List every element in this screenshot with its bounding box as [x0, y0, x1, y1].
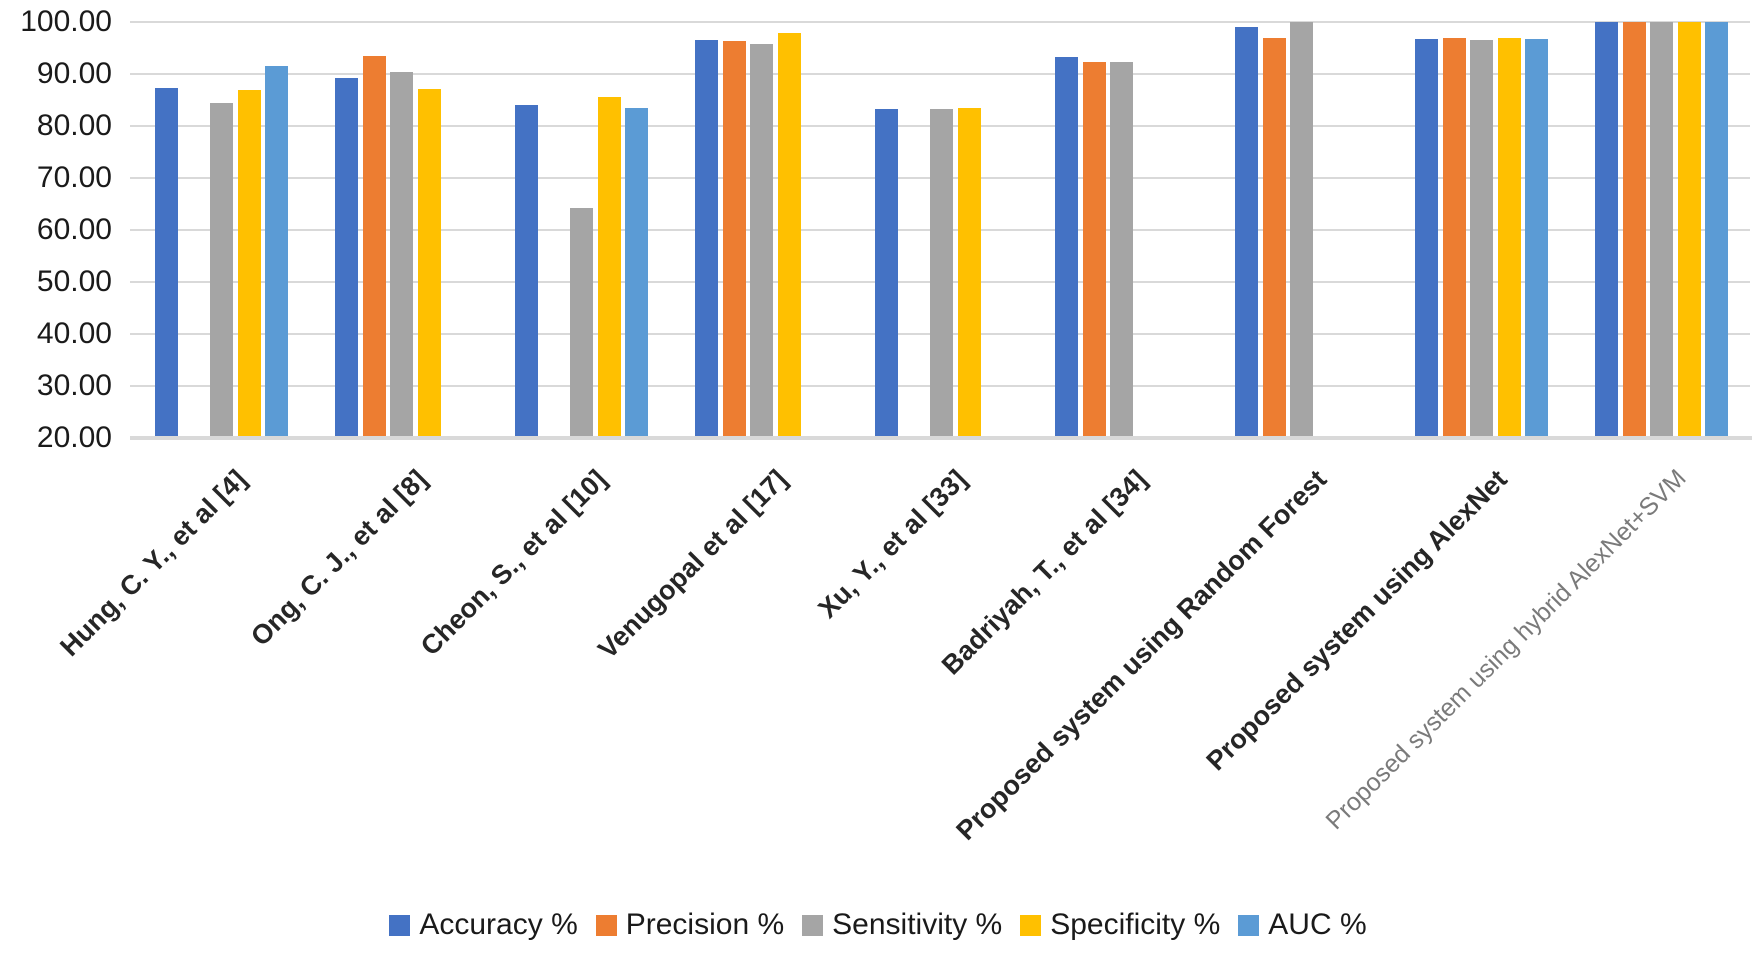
category-label: Badriyah, T., et al [34] — [936, 464, 1153, 681]
y-axis-tick-label: 20.00 — [36, 421, 112, 454]
bar-sensitivity-cat7 — [1290, 22, 1313, 438]
bar-auc-cat8 — [1525, 39, 1548, 438]
legend-label: Specificity % — [1050, 908, 1221, 941]
legend-item: Accuracy % — [389, 908, 578, 942]
y-axis-tick-label: 50.00 — [36, 265, 112, 298]
legend-label: Accuracy % — [419, 908, 578, 941]
bar-precision-cat4 — [722, 41, 746, 438]
legend-item: Sensitivity % — [802, 908, 1002, 942]
bar-accuracy-cat1 — [155, 88, 178, 438]
bar-auc-cat3 — [625, 108, 648, 438]
bar-accuracy-cat2 — [335, 78, 358, 438]
bar-sensitivity-cat4 — [750, 44, 773, 438]
bar-precision-cat8 — [1442, 37, 1466, 438]
bar-precision-cat6 — [1082, 62, 1106, 438]
legend-swatch-icon — [1020, 914, 1042, 936]
y-axis-tick-label: 30.00 — [36, 369, 112, 402]
x-axis-line — [130, 436, 1752, 440]
y-axis-tick-label: 40.00 — [36, 317, 112, 350]
bar-accuracy-cat7 — [1235, 27, 1258, 438]
legend-swatch-icon — [802, 914, 824, 936]
y-axis-tick-label: 100.00 — [20, 5, 112, 38]
bar-sensitivity-cat8 — [1470, 40, 1493, 438]
legend-swatch-icon — [389, 914, 411, 936]
bar-specificity-cat5 — [957, 107, 981, 438]
legend-swatch-icon — [595, 914, 617, 936]
legend-swatch-icon — [1238, 914, 1260, 936]
y-axis-tick-label: 70.00 — [36, 161, 112, 194]
bar-accuracy-cat9 — [1595, 22, 1618, 438]
bar-sensitivity-cat1 — [210, 102, 233, 438]
y-axis-tick-label: 60.00 — [36, 213, 112, 246]
legend-item: Specificity % — [1020, 908, 1220, 942]
bar-accuracy-cat8 — [1415, 39, 1438, 438]
plot-area — [130, 21, 1750, 439]
bar-specificity-cat1 — [237, 89, 261, 438]
bar-precision-cat9 — [1622, 22, 1646, 438]
category-label: Cheon, S., et al [10] — [415, 464, 613, 662]
bar-specificity-cat4 — [777, 33, 801, 438]
legend-label: AUC % — [1268, 908, 1367, 941]
category-label: Xu, Y., et al [33] — [812, 464, 973, 624]
bar-auc-cat9 — [1705, 22, 1728, 438]
gridline — [130, 73, 1750, 75]
bar-auc-cat1 — [265, 66, 288, 438]
bar-specificity-cat9 — [1677, 22, 1701, 438]
bar-specificity-cat3 — [597, 97, 621, 438]
bar-accuracy-cat6 — [1055, 56, 1078, 438]
category-label: Proposed system using hybrid AlexNet+SVM — [1320, 464, 1692, 836]
category-label: Hung, C. Y., et al [4] — [54, 464, 253, 663]
legend-item: AUC % — [1238, 908, 1367, 942]
bar-precision-cat7 — [1262, 37, 1286, 438]
bar-accuracy-cat3 — [515, 105, 538, 438]
bar-sensitivity-cat2 — [390, 72, 413, 438]
bar-sensitivity-cat3 — [570, 207, 593, 438]
legend-label: Sensitivity % — [832, 908, 1003, 941]
legend-label: Precision % — [625, 908, 785, 941]
bar-accuracy-cat5 — [875, 108, 898, 438]
bar-specificity-cat8 — [1497, 38, 1521, 438]
bar-sensitivity-cat5 — [930, 108, 953, 438]
gridline — [130, 21, 1750, 23]
bar-accuracy-cat4 — [695, 40, 718, 438]
legend-item: Precision % — [595, 908, 785, 942]
y-axis-tick-label: 90.00 — [36, 57, 112, 90]
category-label: Proposed system using AlexNet — [1200, 464, 1513, 777]
category-label: Proposed system using Random Forest — [950, 464, 1333, 846]
category-label: Ong, C. J., et al [8] — [244, 464, 433, 652]
bar-sensitivity-cat9 — [1650, 22, 1673, 438]
chart-legend: Accuracy % Precision % Sensitivity % Specif… — [0, 908, 1756, 942]
y-axis-tick-label: 80.00 — [36, 109, 112, 142]
bar-sensitivity-cat6 — [1110, 62, 1133, 438]
bar-precision-cat2 — [362, 56, 386, 438]
bar-specificity-cat2 — [417, 88, 441, 438]
category-label: Venugopal et al [17] — [592, 464, 793, 665]
